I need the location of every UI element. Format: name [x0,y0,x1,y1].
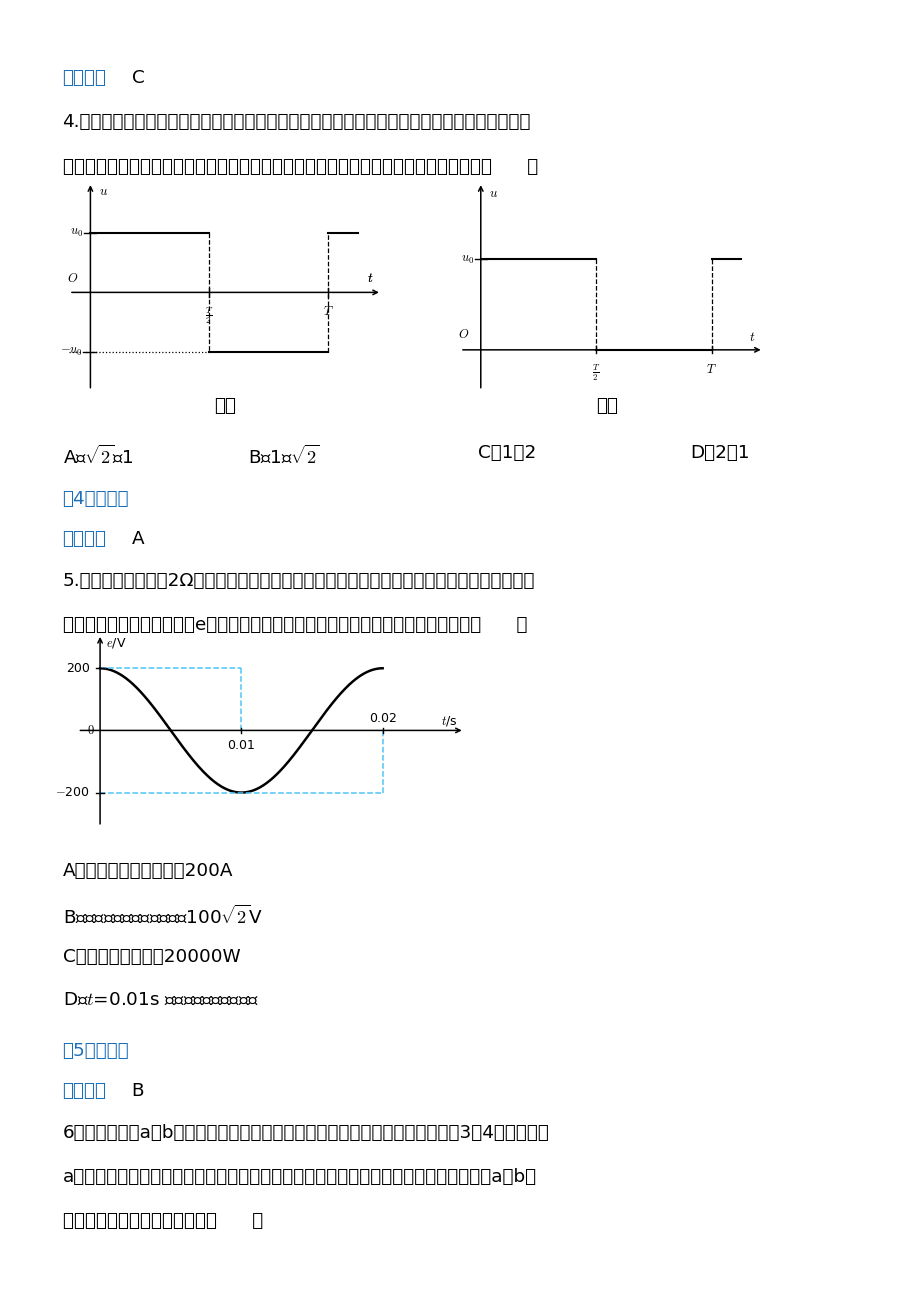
Text: $u_0$: $u_0$ [70,227,84,240]
Text: D．2：1: D．2：1 [689,444,749,462]
Text: 【答案】: 【答案】 [62,530,107,548]
Text: $0$: $0$ [86,724,95,737]
Text: $u_0$: $u_0$ [460,253,473,266]
Text: B: B [131,1082,144,1100]
Text: 4.如图所示，图甲为方波交流电源的电压随时间周期性变化的图像，图乙所示为给方波交流电源: 4.如图所示，图甲为方波交流电源的电压随时间周期性变化的图像，图乙所示为给方波交… [62,113,530,132]
Text: D．$t$=0.01s 时，线框的磁通量最大: D．$t$=0.01s 时，线框的磁通量最大 [62,991,258,1009]
Text: 加上二极管后得到的电压随时间周期性变化的图像，则图甲和图乙中电压有效值之比为（      ）: 加上二极管后得到的电压随时间周期性变化的图像，则图甲和图乙中电压有效值之比为（ … [62,158,538,176]
Text: 转动，该线圈产生的电动势e随时间按如图所示的余弦规律变化。下列说法正确的是（      ）: 转动，该线圈产生的电动势e随时间按如图所示的余弦规律变化。下列说法正确的是（ ） [62,616,527,634]
Text: 【5题答案】: 【5题答案】 [62,1042,130,1060]
Text: 图甲: 图甲 [214,397,236,415]
Text: 0.02: 0.02 [369,712,396,725]
Text: $O$: $O$ [67,272,78,285]
Text: $t$: $t$ [748,332,754,345]
Text: A．线框产生电流峰值为200A: A．线框产生电流峰值为200A [62,862,233,880]
Text: $T$: $T$ [706,362,716,375]
Text: C．1：2: C．1：2 [478,444,536,462]
Text: 图乙: 图乙 [596,397,618,415]
Text: A: A [131,530,144,548]
Text: $t$: $t$ [367,272,373,285]
Text: $t$: $t$ [367,272,373,285]
Text: $t$/s: $t$/s [440,713,457,728]
Text: $-$200: $-$200 [55,786,90,799]
Text: 环内的感应电动势大小之比为（      ）: 环内的感应电动势大小之比为（ ） [62,1212,263,1230]
Text: 5.一个单匝总电阻为2Ω的闭合矩形金属线框位于匀强磁场中，绕垂直于磁场方向的固定轴匀速: 5.一个单匝总电阻为2Ω的闭合矩形金属线框位于匀强磁场中，绕垂直于磁场方向的固定… [62,572,535,590]
Text: $u$: $u$ [98,185,108,198]
Text: $\frac{T}{2}$: $\frac{T}{2}$ [205,306,213,326]
Text: B．线框产生电动势有效值为100$\sqrt{2}$V: B．线框产生电动势有效值为100$\sqrt{2}$V [62,905,262,927]
Text: 【答案】: 【答案】 [62,69,107,87]
Text: $u$: $u$ [488,186,497,199]
Text: 【4题答案】: 【4题答案】 [62,490,129,508]
Text: $O$: $O$ [458,328,469,341]
Text: C．线框的热功率为20000W: C．线框的热功率为20000W [62,948,240,966]
Text: $-u_0$: $-u_0$ [61,345,84,358]
Text: $e$/V: $e$/V [106,635,126,650]
Text: A．$\sqrt{2}$：1: A．$\sqrt{2}$：1 [62,444,132,466]
Text: 【答案】: 【答案】 [62,1082,107,1100]
Text: 200: 200 [66,661,90,674]
Text: C: C [131,69,144,87]
Text: B．1：$\sqrt{2}$: B．1：$\sqrt{2}$ [248,444,320,466]
Text: $\frac{T}{2}$: $\frac{T}{2}$ [592,362,600,383]
Text: 0.01: 0.01 [227,740,255,753]
Text: a环所围区域内有垂直于纸面向里的匀强磁场。当该匀强磁场的磁感应强度均匀增大时，a、b两: a环所围区域内有垂直于纸面向里的匀强磁场。当该匀强磁场的磁感应强度均匀增大时，a… [62,1168,536,1186]
Text: $T$: $T$ [323,306,334,319]
Text: 6．如图所示，a、b是用同种规格的铜丝做成的两个同心圆环，两环半径之比为3：4，其中仅在: 6．如图所示，a、b是用同种规格的铜丝做成的两个同心圆环，两环半径之比为3：4，… [62,1124,549,1142]
